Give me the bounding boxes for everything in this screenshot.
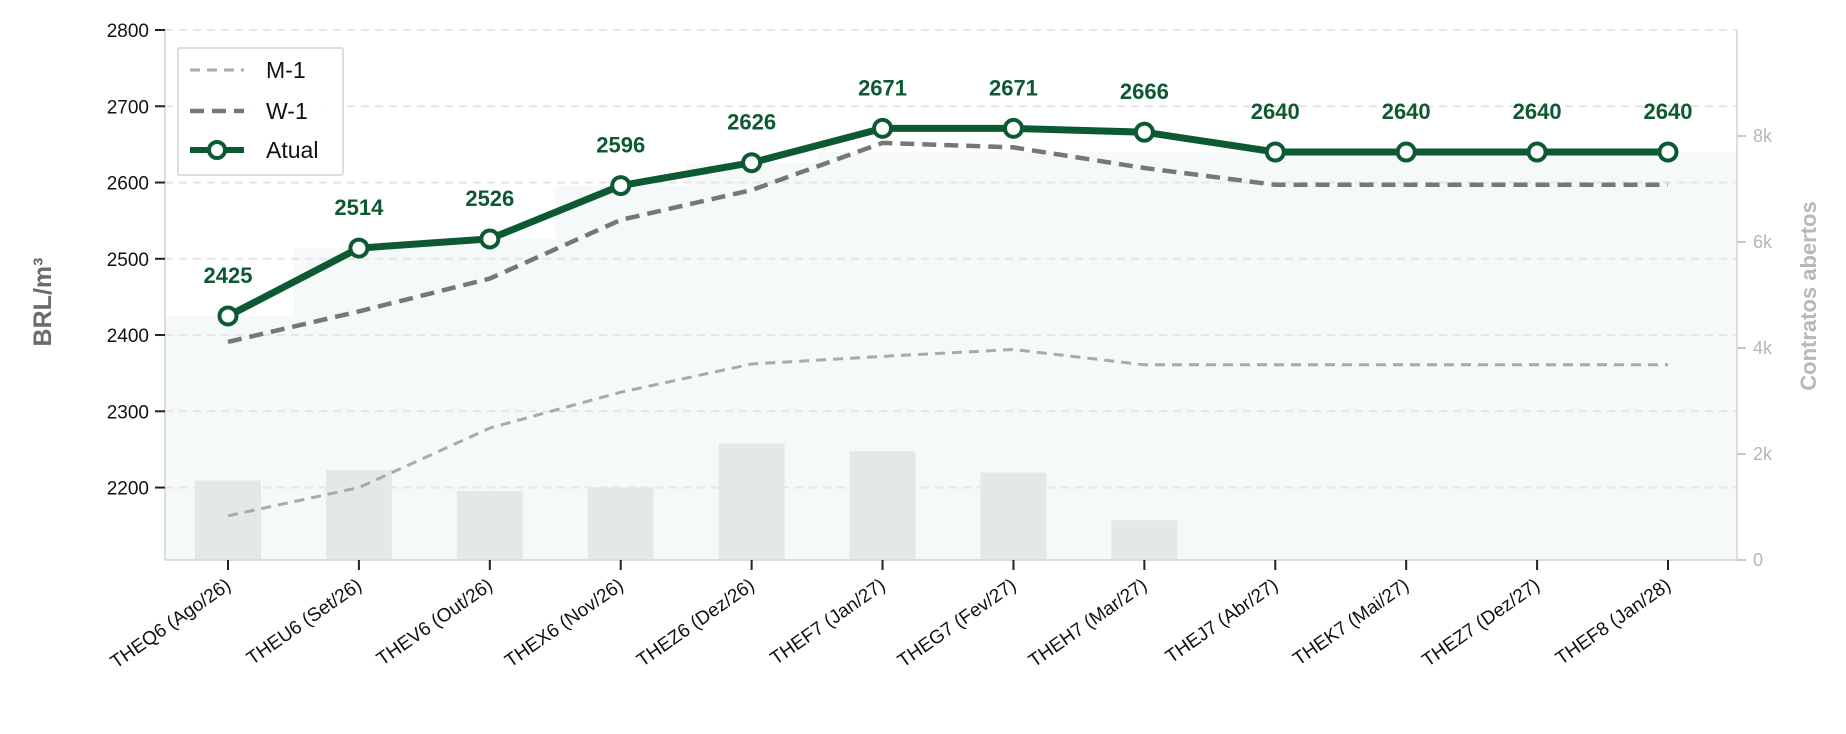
- legend-label-atual: Atual: [266, 137, 318, 163]
- data-label-atual: 2666: [1120, 79, 1169, 104]
- y2-tick-label: 2k: [1753, 444, 1773, 464]
- series-point-atual: [1002, 117, 1024, 139]
- y-tick-label: 2800: [107, 21, 149, 42]
- series-point-atual: [610, 175, 632, 197]
- x-tick-label: THEU6 (Set/26): [243, 575, 366, 670]
- y2-tick-label: 0: [1753, 550, 1763, 570]
- legend: M-1 W-1 Atual: [177, 47, 344, 176]
- y2-axis-title: Contratos abertos: [1796, 201, 1821, 390]
- y-axis-title: BRL/m³: [29, 258, 57, 347]
- data-label-atual: 2671: [858, 75, 907, 100]
- data-label-atual: 2640: [1513, 99, 1562, 124]
- background-area-layer: [165, 152, 1737, 560]
- open-interest-bar: [1111, 520, 1178, 560]
- data-label-atual: 2640: [1251, 99, 1300, 124]
- data-label-atual: 2640: [1382, 99, 1431, 124]
- y-tick-label: 2500: [107, 250, 149, 271]
- data-label-atual: 2514: [334, 195, 384, 220]
- series-line-atual: [226, 124, 1668, 320]
- series-point-atual: [1264, 141, 1286, 163]
- open-interest-bar: [849, 451, 916, 560]
- x-tick-label: THEF8 (Jan/28): [1552, 575, 1675, 670]
- series-point-atual: [348, 237, 370, 259]
- data-label-layer: 2425 2514 2526 2596 2626 2671 2671 2666 2640 2640…: [204, 75, 1693, 288]
- series-point-atual: [741, 152, 763, 174]
- y-tick-label: 2600: [107, 174, 149, 195]
- y-tick-label: 2700: [107, 97, 149, 118]
- series-line-m1: [227, 348, 1668, 518]
- series-point-atual: [1657, 141, 1679, 163]
- y-tick-label: 2200: [107, 479, 149, 500]
- x-tick-label: THEG7 (Fev/27): [894, 575, 1020, 672]
- x-tick-label: THEX6 (Nov/26): [501, 575, 627, 672]
- data-label-atual: 2596: [596, 133, 645, 158]
- open-interest-bar: [718, 443, 785, 560]
- legend-label-w1: W-1: [266, 98, 308, 124]
- data-label-atual: 2626: [727, 110, 776, 135]
- data-label-atual: 2640: [1644, 99, 1693, 124]
- y2-tick-label: 4k: [1753, 338, 1773, 358]
- background-area: [165, 152, 1737, 560]
- open-interest-bars: [195, 443, 1178, 560]
- data-label-atual: 2671: [989, 75, 1038, 100]
- x-tick-label: THEK7 (Mai/27): [1289, 575, 1413, 670]
- legend-label-m1: M-1: [266, 57, 306, 83]
- series-point-atual: [217, 305, 239, 327]
- data-label-atual: 2526: [465, 186, 514, 211]
- series-point-atual: [872, 117, 894, 139]
- open-interest-bar: [325, 469, 392, 560]
- x-tick-label: THEV6 (Out/26): [373, 575, 497, 670]
- series-point-atual: [479, 228, 501, 250]
- open-interest-bar: [456, 491, 523, 560]
- x-tick-label: THEQ6 (Ago/26): [107, 575, 235, 673]
- y2-tick-label: 8k: [1753, 126, 1773, 146]
- open-interest-bar: [195, 480, 261, 560]
- x-tick-label: THEJ7 (Abr/27): [1162, 575, 1282, 668]
- series-point-atual: [1526, 141, 1548, 163]
- y2-tick-label: 6k: [1753, 232, 1773, 252]
- x-tick-label: THEF7 (Jan/27): [767, 575, 890, 670]
- y-tick-label: 2300: [107, 402, 149, 423]
- series-point-atual: [1395, 141, 1417, 163]
- data-label-atual: 2425: [204, 263, 253, 288]
- x-tick-label: THEZ6 (Dez/26): [633, 575, 758, 672]
- x-tick-label: THEZ7 (Dez/27): [1419, 575, 1544, 672]
- open-interest-bar: [587, 487, 654, 560]
- x-tick-label: THEH7 (Mar/27): [1025, 575, 1151, 672]
- series-line-w1: [227, 140, 1668, 345]
- grid-layer: [165, 29, 1737, 489]
- y-tick-label: 2400: [107, 326, 149, 347]
- open-interest-bar: [980, 472, 1047, 560]
- legend-marker-atual: [207, 140, 227, 160]
- series-layer: [217, 117, 1679, 518]
- series-point-atual: [1133, 121, 1155, 143]
